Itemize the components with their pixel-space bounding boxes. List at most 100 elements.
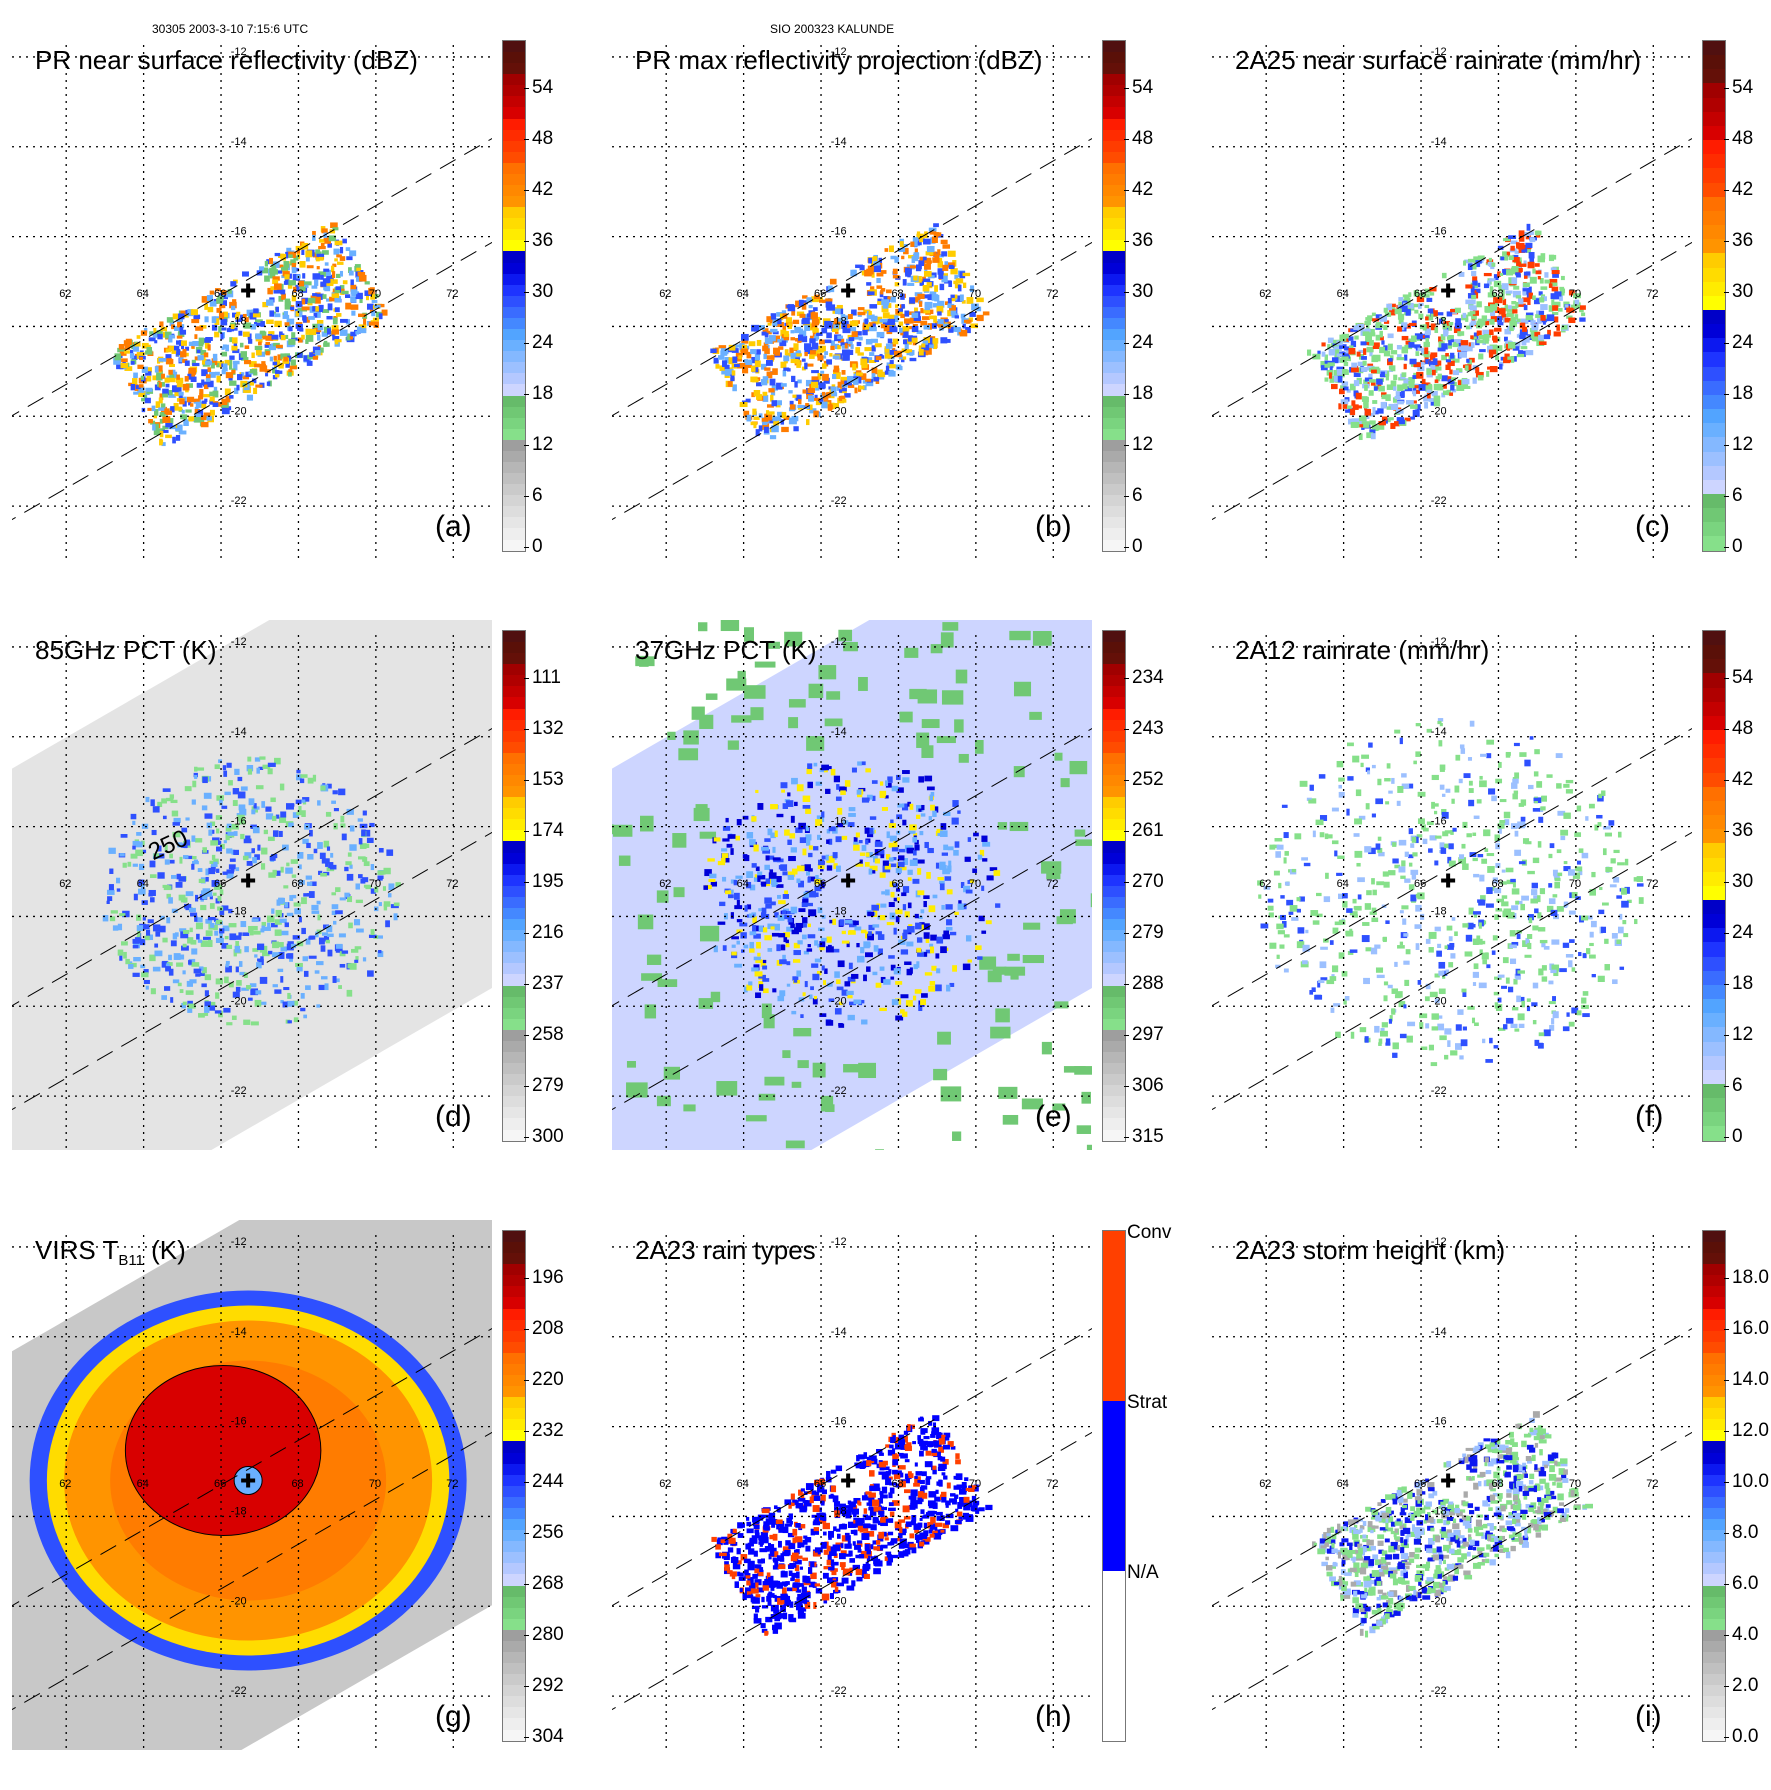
field-cell [808,877,811,883]
field-cell [849,350,853,355]
field-cell [234,935,241,939]
field-cell [133,945,139,948]
field-cell [880,967,885,971]
lon-tick-label: 72 [446,288,458,300]
field-cell [952,818,959,825]
field-cell [842,349,850,355]
field-cell [216,376,220,383]
field-cell [335,290,340,293]
colorbar-tick-label: 54 [1132,77,1153,99]
field-cell [1527,224,1531,231]
field-cell [878,372,885,377]
field-cell [292,895,296,898]
storm-center-cross-icon [841,284,855,298]
field-cell [1491,263,1495,267]
colorbar-segment [503,1063,525,1074]
field-cell [1432,370,1436,375]
field-cell [337,262,344,265]
field-cell [166,358,172,364]
field-cell [194,767,197,772]
field-cell [261,848,267,855]
field-cell [1310,785,1314,791]
field-cell [1087,1145,1100,1159]
field-cell [1466,359,1469,363]
field-cell [869,327,877,332]
field-cell [896,814,902,819]
field-cell [305,250,312,257]
map-field-f [1200,620,1760,1190]
field-cell [1550,843,1555,848]
field-cell [309,329,317,335]
field-cell [787,840,792,845]
field-cell [872,972,877,975]
colorbar-segment [503,528,525,539]
field-cell [1054,753,1062,761]
field-cell [842,355,850,361]
colorbar-tick-label: 36 [1132,230,1153,252]
field-cell [859,337,863,341]
field-cell [1387,418,1390,423]
colorbar-segment [1103,897,1125,908]
field-cell [342,834,347,841]
field-cell [1450,353,1454,359]
field-cell [181,897,188,902]
field-cell [814,940,818,945]
field-cell [746,1115,767,1121]
field-cell [317,334,320,340]
field-cell [162,938,167,943]
field-cell [311,910,319,913]
field-cell [744,359,748,363]
field-cell [786,1141,805,1149]
field-cell [119,853,124,856]
field-cell [917,860,924,864]
field-cell [839,919,844,925]
field-cell [1580,305,1586,310]
colorbar-segment [503,1019,525,1030]
field-cell [855,347,860,353]
field-cell [358,874,363,878]
field-cell [767,948,772,952]
field-cell [265,342,270,345]
colorbar-segment [1703,494,1725,508]
field-cell [922,316,930,320]
colorbar-segment [1103,631,1125,642]
colorbar-segment [1103,675,1125,686]
field-cell [1454,931,1458,936]
field-cell [194,969,202,974]
field-cell [763,392,768,396]
field-cell [942,265,948,271]
colorbar-segment [1103,351,1125,362]
lat-tick-label: -18 [1431,315,1447,327]
colorbar-segment [503,841,525,852]
colorbar-segment [503,440,525,451]
field-cell [876,356,882,360]
colorbar-tick [1724,139,1729,140]
field-cell [1448,340,1452,345]
field-cell [169,335,175,339]
field-cell [266,299,274,305]
field-cell [827,865,832,870]
field-cell [641,973,662,981]
field-cell [339,933,346,937]
field-cell [1351,400,1355,405]
field-cell [948,861,951,868]
field-cell [826,855,829,861]
field-cell [285,322,290,325]
colorbar-tick-label: 111 [532,667,561,689]
colorbar-tick [524,1086,529,1087]
field-cell [243,332,250,337]
lon-tick-label: 66 [814,878,826,890]
field-cell [217,896,221,901]
field-cell [127,862,131,867]
colorbar-segment [503,808,525,819]
field-cell [1592,974,1596,977]
field-cell [880,872,886,877]
colorbar-segment [1103,1052,1125,1063]
field-cell [238,777,243,781]
field-cell [757,872,762,876]
field-cell [332,904,339,909]
field-cell [299,917,302,923]
colorbar-segment [1103,296,1125,307]
field-cell [866,852,870,856]
field-cell [140,965,145,968]
